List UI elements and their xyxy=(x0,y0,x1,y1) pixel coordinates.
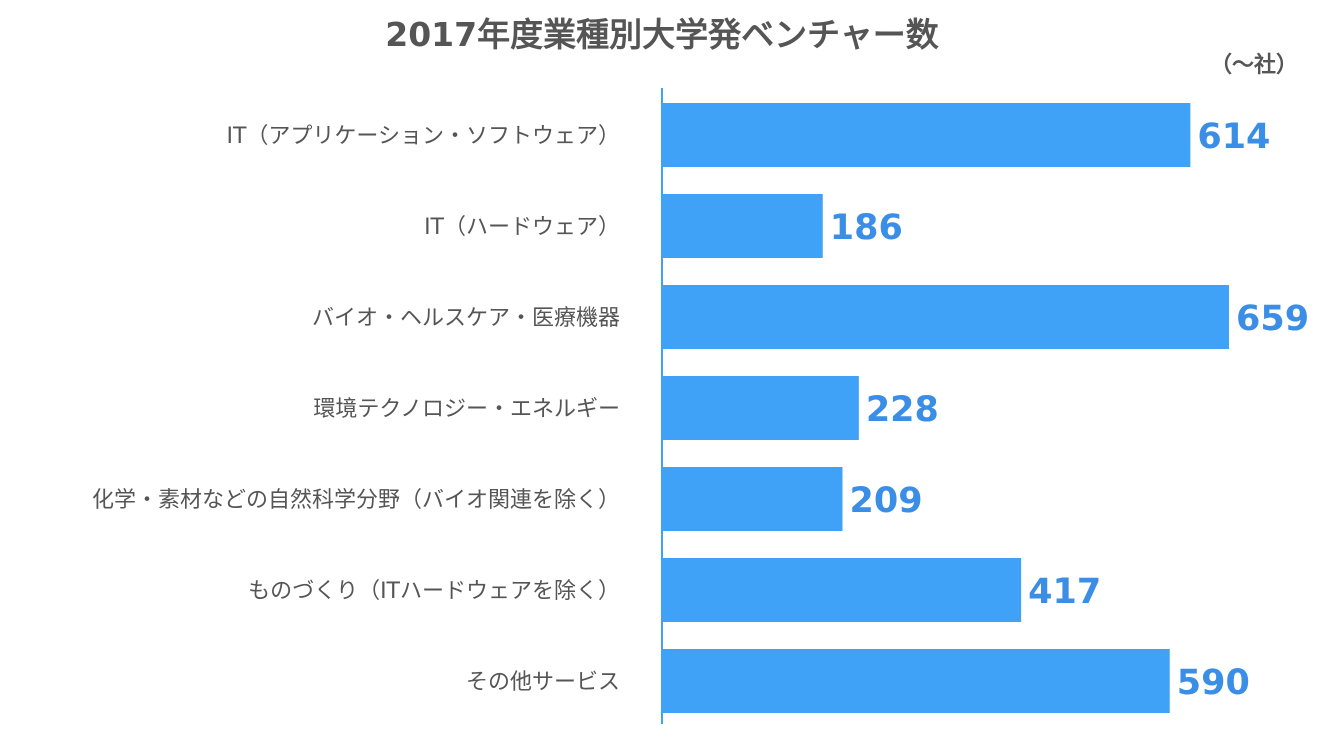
bar xyxy=(663,467,843,531)
bar xyxy=(663,649,1170,713)
bars-layer: IT（アプリケーション・ソフトウェア） 614 IT（ハードウェア） 186 バイオ・ヘ… xyxy=(92,103,1309,713)
value-label: 228 xyxy=(866,390,939,430)
value-label: 209 xyxy=(850,481,923,521)
bar xyxy=(663,558,1022,622)
bar xyxy=(663,285,1229,349)
category-label: ものづくり（ITハードウェアを除く） xyxy=(248,579,620,604)
category-label: バイオ・ヘルスケア・医療機器 xyxy=(312,306,620,331)
category-label: 化学・素材などの自然科学分野（バイオ関連を除く） xyxy=(92,488,620,513)
category-label: IT（ハードウェア） xyxy=(424,215,620,240)
bar xyxy=(663,194,823,258)
bar xyxy=(663,103,1191,167)
category-label: その他サービス xyxy=(466,670,620,695)
category-label: 環境テクノロジー・エネルギー xyxy=(313,397,620,422)
chart-title: 2017年度業種別大学発ベンチャー数 xyxy=(385,15,940,54)
value-label: 590 xyxy=(1177,663,1250,703)
value-label: 417 xyxy=(1028,572,1101,612)
unit-label: （〜社） xyxy=(1210,52,1298,78)
value-label: 614 xyxy=(1197,117,1270,157)
category-label: IT（アプリケーション・ソフトウェア） xyxy=(227,124,621,149)
bar xyxy=(663,376,859,440)
value-label: 659 xyxy=(1236,299,1309,339)
value-label: 186 xyxy=(830,208,903,248)
